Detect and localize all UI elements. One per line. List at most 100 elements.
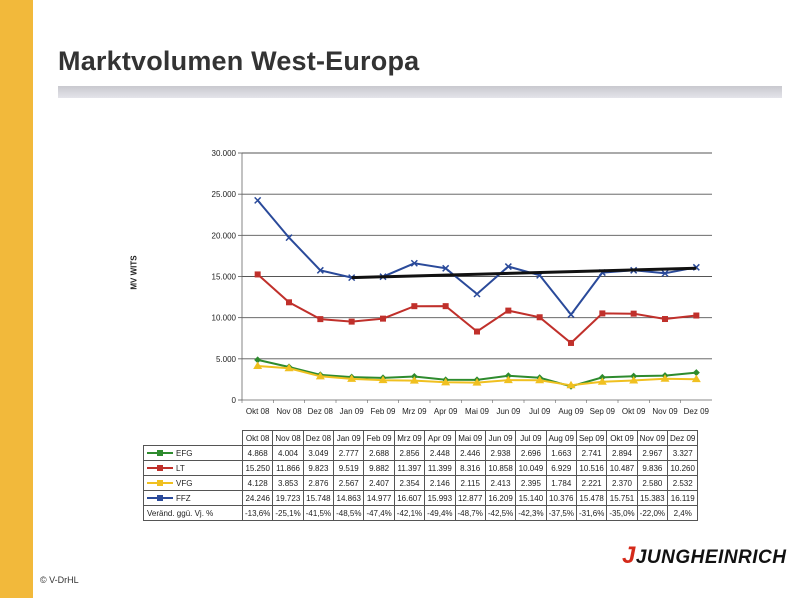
table-cell: -42,3% xyxy=(515,505,547,521)
data-point-lt xyxy=(317,316,324,323)
table-cell: 2.580 xyxy=(636,475,669,491)
table-cell: 11.397 xyxy=(393,460,426,476)
table-cell: 2.146 xyxy=(424,475,456,491)
x-tick-label: Jun 09 xyxy=(496,407,521,416)
table-cell: 16.209 xyxy=(484,490,517,506)
column-header: Mai 09 xyxy=(454,430,486,446)
data-point-lt xyxy=(536,314,543,321)
change-row-label: Veränd. ggü. Vj. % xyxy=(143,505,243,521)
data-point-vfg xyxy=(315,371,325,380)
legend-key xyxy=(147,494,173,502)
y-tick-label: 5.000 xyxy=(216,355,237,364)
data-point-ffz xyxy=(473,290,481,298)
table-cell: 9.823 xyxy=(302,460,335,476)
x-tick-label: Nov 08 xyxy=(276,407,302,416)
table-cell: 2.354 xyxy=(393,475,426,491)
table-cell: 2.532 xyxy=(667,475,699,491)
series-name: FFZ xyxy=(176,493,191,503)
table-cell: 2.696 xyxy=(515,445,547,461)
legend-key xyxy=(147,449,173,457)
data-point-ffz xyxy=(254,196,262,204)
data-point-lt xyxy=(348,318,355,325)
data-point-ffz xyxy=(567,311,575,319)
table-cell: 15.478 xyxy=(575,490,608,506)
title-divider xyxy=(58,86,782,98)
data-point-ffz xyxy=(661,269,669,277)
data-point-lt xyxy=(442,303,449,310)
table-cell: 10.858 xyxy=(484,460,517,476)
data-point-vfg xyxy=(472,378,482,386)
data-point-lt xyxy=(630,310,637,317)
data-point-lt xyxy=(693,312,700,319)
y-tick-label: 15.000 xyxy=(212,273,237,282)
table-cell: 2.407 xyxy=(363,475,395,491)
x-tick-label: Feb 09 xyxy=(371,407,396,416)
table-cell: -42,1% xyxy=(393,505,426,521)
data-point-lt xyxy=(662,316,668,323)
logo-text: JUNGHEINRICH xyxy=(635,547,787,568)
page-title: Marktvolumen West-Europa xyxy=(58,46,420,76)
table-cell: -49,4% xyxy=(424,505,456,521)
table-cell: 9.882 xyxy=(363,460,395,476)
company-logo: JJUNGHEINRICH xyxy=(622,542,786,570)
table-cell: 10.516 xyxy=(575,460,608,476)
data-point-lt xyxy=(286,299,292,306)
table-cell: 3.327 xyxy=(667,445,699,461)
data-point-vfg xyxy=(253,361,263,370)
column-header: Aug 09 xyxy=(545,430,577,446)
column-header: Okt 08 xyxy=(241,430,274,446)
y-tick-label: 25.000 xyxy=(212,190,237,199)
data-point-vfg xyxy=(660,374,670,382)
table-cell: 2.395 xyxy=(515,475,547,491)
data-point-vfg xyxy=(691,374,701,383)
table-corner xyxy=(144,431,243,446)
trendline xyxy=(351,266,697,280)
table-cell: 11.399 xyxy=(424,460,456,476)
table-cell: 4.004 xyxy=(272,445,304,461)
copyright-text: © V-DrHL xyxy=(40,575,79,585)
column-header: Dez 08 xyxy=(302,430,335,446)
table-cell: -47,4% xyxy=(363,505,395,521)
table-cell: 14.977 xyxy=(363,490,395,506)
table-cell: 2.967 xyxy=(636,445,669,461)
x-tick-label: Jul 09 xyxy=(529,407,551,416)
series-legend-cell: FFZ xyxy=(143,490,243,506)
data-point-vfg xyxy=(347,374,357,382)
table-cell: 10.049 xyxy=(515,460,547,476)
table-cell: 9.836 xyxy=(636,460,669,476)
x-tick-label: Nov 09 xyxy=(652,407,678,416)
table-cell: 2.370 xyxy=(606,475,638,491)
table-cell: 15.993 xyxy=(424,490,456,506)
table-cell: 19.723 xyxy=(272,490,304,506)
table-cell: -37,5% xyxy=(545,505,577,521)
series-legend-cell: VFG xyxy=(143,475,243,491)
series-legend-cell: EFG xyxy=(143,445,243,461)
table-cell: 9.519 xyxy=(333,460,365,476)
table-cell: 2.777 xyxy=(333,445,365,461)
data-point-lt xyxy=(411,303,418,310)
column-header: Feb 09 xyxy=(363,430,395,446)
table-cell: 11.866 xyxy=(272,460,304,476)
data-point-vfg xyxy=(409,376,419,384)
table-cell: 10.487 xyxy=(606,460,638,476)
data-point-lt xyxy=(254,271,261,278)
table-cell: 24.246 xyxy=(241,490,274,506)
column-header: Nov 09 xyxy=(636,430,669,446)
table-cell: 3.853 xyxy=(272,475,304,491)
series-legend-cell: LT xyxy=(143,460,243,476)
table-cell: 6.929 xyxy=(545,460,577,476)
x-tick-label: Mrz 09 xyxy=(402,407,427,416)
x-tick-label: Dez 09 xyxy=(684,407,710,416)
table-cell: -41,5% xyxy=(302,505,335,521)
legend-key xyxy=(147,464,173,472)
table-cell: 12.877 xyxy=(454,490,486,506)
data-point-lt xyxy=(505,307,512,314)
column-header: Jan 09 xyxy=(333,430,365,446)
table-cell: 2.741 xyxy=(575,445,608,461)
table-cell: 16.119 xyxy=(667,490,699,506)
data-point-efg xyxy=(254,356,262,364)
y-axis-label: MV WITS xyxy=(129,255,139,290)
table-cell: 8.316 xyxy=(454,460,486,476)
table-cell: 15.748 xyxy=(302,490,335,506)
